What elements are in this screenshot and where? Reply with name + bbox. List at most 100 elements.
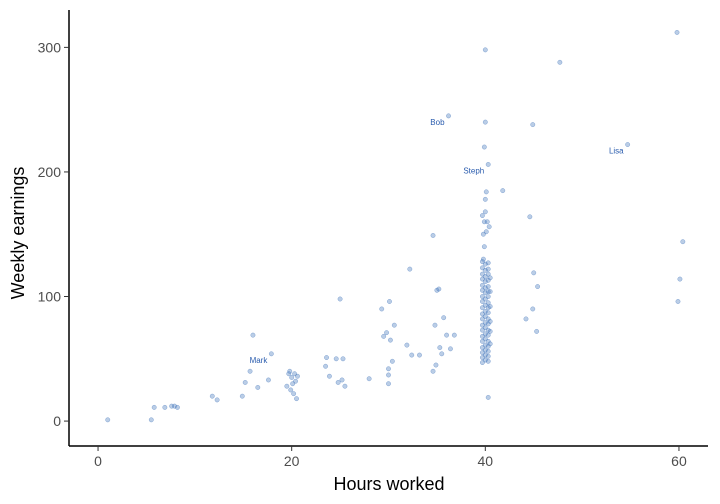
data-point xyxy=(482,352,488,358)
data-point xyxy=(531,270,537,276)
data-point xyxy=(485,294,491,299)
data-point xyxy=(409,352,415,358)
y-tick-label: 0 xyxy=(53,413,61,429)
x-axis-ticks: 0 20 40 60 xyxy=(94,446,687,469)
data-point xyxy=(366,376,372,382)
data-point xyxy=(255,385,261,390)
data-point xyxy=(174,404,180,410)
data-point xyxy=(386,366,391,372)
data-point xyxy=(162,404,168,410)
data-point xyxy=(437,345,443,351)
data-point xyxy=(534,328,540,334)
data-point xyxy=(485,343,491,349)
data-point xyxy=(487,289,493,294)
data-point xyxy=(482,309,488,314)
points-layer xyxy=(105,29,686,423)
data-point xyxy=(485,310,491,316)
data-point xyxy=(557,59,563,65)
data-point xyxy=(239,393,245,399)
data-point xyxy=(482,320,488,326)
data-point xyxy=(295,373,300,379)
annotations-layer: Bob Steph Lisa Mark xyxy=(250,118,625,365)
data-point xyxy=(484,219,490,225)
data-point xyxy=(482,119,488,125)
data-point xyxy=(485,321,491,327)
data-point xyxy=(337,296,343,302)
data-point xyxy=(674,29,680,35)
data-point xyxy=(148,417,154,423)
x-tick-label: 0 xyxy=(94,453,102,469)
data-point xyxy=(433,362,439,368)
data-point xyxy=(151,404,157,410)
data-point xyxy=(487,318,493,324)
data-point xyxy=(500,188,506,194)
data-point xyxy=(446,113,451,119)
data-point xyxy=(677,276,683,282)
data-point xyxy=(387,337,393,343)
data-point xyxy=(333,356,339,362)
y-tick-label: 100 xyxy=(38,289,62,305)
data-point xyxy=(326,373,332,379)
data-point xyxy=(530,122,536,128)
data-point xyxy=(214,397,220,403)
data-point xyxy=(485,289,491,294)
data-point xyxy=(250,332,256,338)
data-point xyxy=(268,351,274,357)
data-point xyxy=(436,286,442,292)
data-point xyxy=(265,377,271,383)
data-point xyxy=(483,189,489,195)
data-point xyxy=(286,371,292,377)
data-point xyxy=(485,358,491,364)
data-point xyxy=(430,233,436,238)
data-point xyxy=(242,380,248,385)
data-point xyxy=(294,396,299,402)
data-point xyxy=(386,381,391,387)
data-point xyxy=(323,363,329,369)
data-point xyxy=(485,271,491,277)
data-point xyxy=(485,394,491,400)
data-point xyxy=(287,368,293,374)
data-point xyxy=(479,213,485,218)
data-point xyxy=(486,224,492,230)
data-point xyxy=(485,338,491,344)
data-point xyxy=(432,322,438,328)
data-point xyxy=(451,332,457,338)
data-point xyxy=(480,256,486,262)
data-point xyxy=(391,322,397,328)
data-point xyxy=(384,330,390,336)
data-point xyxy=(482,196,488,202)
data-point xyxy=(293,378,299,384)
data-point xyxy=(523,316,529,322)
data-point xyxy=(291,391,297,397)
data-point xyxy=(535,284,541,289)
data-point xyxy=(209,393,215,399)
data-point xyxy=(527,214,533,220)
data-point xyxy=(404,342,410,348)
data-point xyxy=(483,229,489,235)
data-point xyxy=(247,368,253,374)
data-point xyxy=(485,300,491,306)
data-point xyxy=(386,372,391,378)
data-point xyxy=(339,377,345,383)
y-axis-title: Weekly earnings xyxy=(8,167,28,300)
point-annotation-label: Bob xyxy=(430,118,445,127)
data-point xyxy=(379,306,385,312)
data-point xyxy=(482,209,488,215)
x-tick-label: 40 xyxy=(478,453,494,469)
point-annotation-label: Lisa xyxy=(609,147,624,156)
data-point xyxy=(675,299,681,304)
data-point xyxy=(439,351,445,357)
data-point xyxy=(105,417,111,423)
data-point xyxy=(172,403,177,409)
data-point xyxy=(482,47,488,53)
data-point xyxy=(342,383,348,389)
data-point xyxy=(530,306,536,312)
data-point xyxy=(485,284,491,289)
data-point xyxy=(407,266,413,272)
data-point xyxy=(485,353,491,359)
data-point xyxy=(284,383,290,389)
data-point xyxy=(482,357,488,363)
data-point xyxy=(481,244,487,250)
data-point xyxy=(444,332,450,338)
